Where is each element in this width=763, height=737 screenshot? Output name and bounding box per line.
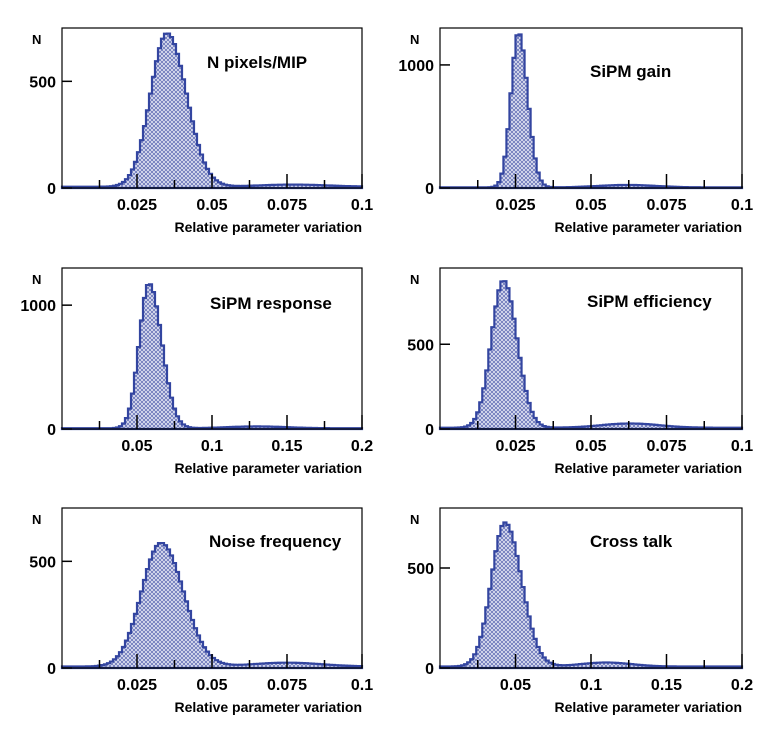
y-tick-label: 1000 xyxy=(20,298,56,315)
panel-title: Noise frequency xyxy=(209,532,342,551)
y-tick-label: 0 xyxy=(47,661,56,678)
x-tick-label: 0.2 xyxy=(351,438,373,455)
x-axis-label: Relative parameter variation xyxy=(554,460,742,476)
y-axis-label: N xyxy=(32,272,41,287)
panel-title: N pixels/MIP xyxy=(207,53,307,72)
x-tick-label: 0.075 xyxy=(646,438,686,455)
y-axis-label: N xyxy=(410,512,419,527)
panel-title: Cross talk xyxy=(590,532,673,551)
x-tick-label: 0.1 xyxy=(351,197,373,214)
x-tick-label: 0.075 xyxy=(267,197,307,214)
plot-frame xyxy=(61,27,363,189)
histogram-bars xyxy=(438,521,744,670)
panel-title: SiPM response xyxy=(210,294,332,313)
plot-frame xyxy=(61,267,363,430)
x-tick-label: 0.2 xyxy=(731,677,753,694)
panel-title: SiPM gain xyxy=(590,62,671,81)
y-tick-label: 0 xyxy=(425,422,434,439)
x-axis-label: Relative parameter variation xyxy=(554,219,742,235)
y-tick-label: 500 xyxy=(29,74,56,91)
histogram-panel: 0.025 0.05 0.075 0.1 0 500 N Relative parameter… xyxy=(407,267,753,476)
histogram-panel: 0.025 0.05 0.075 0.1 0 500 N Relative parameter… xyxy=(29,507,373,715)
x-tick-label: 0.05 xyxy=(575,438,606,455)
x-tick-label: 0.05 xyxy=(121,438,152,455)
histogram-bars xyxy=(60,283,364,431)
y-tick-label: 0 xyxy=(47,181,56,198)
y-axis-label: N xyxy=(410,272,419,287)
x-tick-label: 0.1 xyxy=(731,197,753,214)
x-tick-label: 0.15 xyxy=(651,677,682,694)
x-tick-label: 0.05 xyxy=(575,197,606,214)
y-tick-label: 0 xyxy=(47,422,56,439)
x-tick-label: 0.1 xyxy=(351,677,373,694)
y-tick-label: 0 xyxy=(425,661,434,678)
x-tick-label: 0.025 xyxy=(117,197,157,214)
x-axis-label: Relative parameter variation xyxy=(554,699,742,715)
panel-title: SiPM efficiency xyxy=(587,292,712,311)
x-tick-label: 0.05 xyxy=(196,197,227,214)
x-tick-label: 0.075 xyxy=(267,677,307,694)
y-tick-label: 0 xyxy=(425,181,434,198)
y-tick-label: 500 xyxy=(29,554,56,571)
x-axis-label: Relative parameter variation xyxy=(174,460,362,476)
histogram-bars xyxy=(438,33,744,190)
x-tick-label: 0.075 xyxy=(646,197,686,214)
plot-frame xyxy=(439,27,743,189)
y-axis-label: N xyxy=(32,32,41,47)
histogram-panel: 0.05 0.1 0.15 0.2 0 500 N Relative parameter va… xyxy=(407,507,753,715)
histogram-panel: 0.025 0.05 0.075 0.1 0 500 N Relative parameter… xyxy=(29,27,373,235)
y-axis-label: N xyxy=(32,512,41,527)
x-tick-label: 0.1 xyxy=(201,438,223,455)
y-axis-label: N xyxy=(410,32,419,47)
x-tick-label: 0.15 xyxy=(271,438,302,455)
histogram-panel: 0.05 0.1 0.15 0.2 0 1000 N Relative parameter v… xyxy=(20,267,373,476)
x-tick-label: 0.05 xyxy=(196,677,227,694)
x-axis-label: Relative parameter variation xyxy=(174,219,362,235)
y-tick-label: 500 xyxy=(407,337,434,354)
x-tick-label: 0.1 xyxy=(731,438,753,455)
x-tick-label: 0.025 xyxy=(495,197,535,214)
x-tick-label: 0.1 xyxy=(580,677,602,694)
y-tick-label: 500 xyxy=(407,561,434,578)
x-tick-label: 0.05 xyxy=(500,677,531,694)
histogram-bars xyxy=(60,32,364,190)
x-tick-label: 0.025 xyxy=(117,677,157,694)
histogram-panel: 0.025 0.05 0.075 0.1 0 1000 N Relative paramete… xyxy=(398,27,753,235)
histogram-bars xyxy=(60,541,364,670)
x-tick-label: 0.025 xyxy=(495,438,535,455)
x-axis-label: Relative parameter variation xyxy=(174,699,362,715)
y-tick-label: 1000 xyxy=(398,58,434,75)
